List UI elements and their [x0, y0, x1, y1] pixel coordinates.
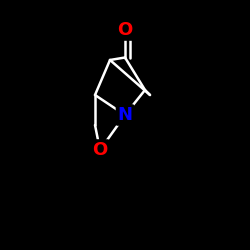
Text: O: O [118, 21, 132, 39]
Text: O: O [92, 141, 108, 159]
Text: N: N [118, 106, 132, 124]
